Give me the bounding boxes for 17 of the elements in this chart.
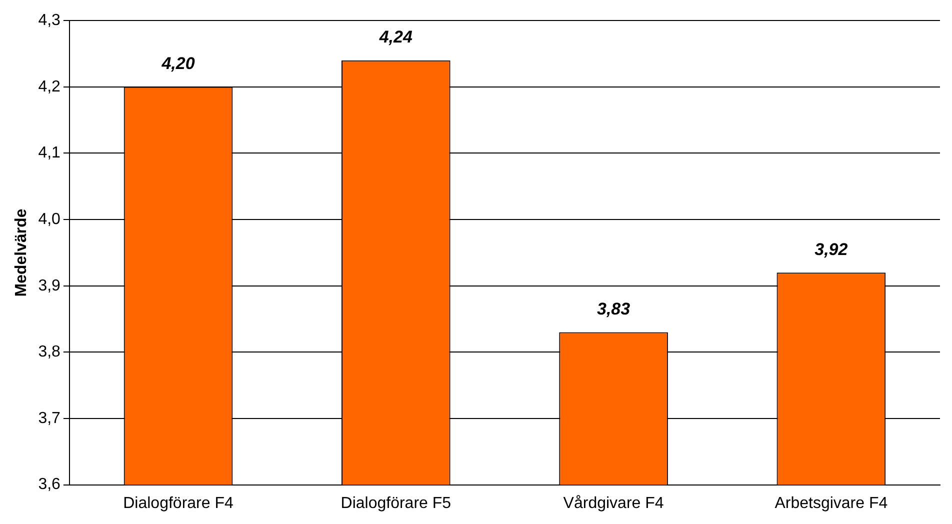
data-label: 4,24 [378, 28, 413, 47]
y-axis-title: Medelvärde [13, 208, 30, 297]
y-tick-label: 4,2 [38, 78, 61, 96]
y-tick-label: 3,9 [38, 277, 61, 294]
y-tick-label: 3,8 [38, 344, 61, 361]
x-tick-label: Vårdgivare F4 [563, 494, 664, 512]
data-label: 3,92 [814, 240, 848, 259]
x-tick-label: Arbetsgivare F4 [774, 494, 888, 512]
x-tick-label: Dialogförare F4 [123, 494, 234, 512]
y-tick-label: 3,6 [38, 476, 61, 494]
y-tick-label: 4,3 [38, 12, 61, 30]
y-tick-label: 4,1 [38, 144, 61, 162]
y-tick-label: 3,7 [38, 410, 61, 427]
data-label: 4,20 [160, 54, 196, 74]
y-tick-label: 4,0 [38, 210, 61, 228]
x-tick-label: Dialogförare F5 [340, 494, 452, 512]
data-label: 3,83 [596, 299, 631, 318]
